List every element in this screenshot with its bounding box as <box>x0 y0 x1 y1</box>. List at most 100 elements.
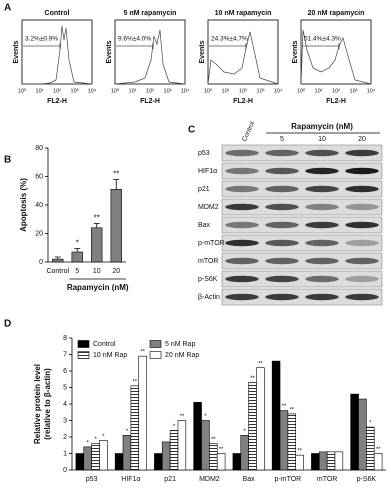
blot-band <box>265 293 299 301</box>
blot-band <box>305 293 339 301</box>
blot-band <box>265 167 299 175</box>
flow-frame <box>207 19 279 85</box>
y-tick-label: 1 <box>63 450 67 457</box>
legend-label: 20 nM Rap <box>165 352 199 359</box>
bar <box>232 453 242 471</box>
blot-band <box>345 185 379 193</box>
flow-ylabel: Events <box>13 40 20 63</box>
x-tick-label: p-mTOR <box>275 476 302 483</box>
x-tick-label: Bax <box>243 476 256 483</box>
bar <box>99 439 108 471</box>
lane-label: 10 <box>318 136 326 143</box>
flow-ylabel: Events <box>106 40 113 63</box>
flow-tick-label: 10² <box>146 88 154 94</box>
significance: ** <box>140 350 145 356</box>
flow-xlabel: FL2-H <box>47 98 67 105</box>
panel-label: B <box>4 155 11 166</box>
bar <box>161 441 171 471</box>
significance: ** <box>289 407 294 413</box>
flow-xlabel: FL2-H <box>140 98 160 105</box>
y-tick-label: 2 <box>63 434 67 441</box>
x-tick-label: MDM2 <box>199 476 220 483</box>
flow-title: 10 nM rapamycin <box>215 10 272 17</box>
significance: * <box>369 421 372 427</box>
bar <box>201 420 210 471</box>
protein-label: p53 <box>198 150 210 157</box>
significance: * <box>126 429 129 435</box>
blot-band <box>305 275 339 283</box>
bar <box>209 443 218 471</box>
flow-tick-label: 10³ <box>350 88 358 94</box>
blot-band <box>265 257 299 265</box>
blot-band <box>345 257 379 265</box>
legend-swatch <box>77 351 90 359</box>
protein-label: p21 <box>198 186 210 193</box>
bar <box>216 453 226 471</box>
blot-band <box>345 167 379 175</box>
blot-strip <box>221 270 383 288</box>
significance: * <box>244 429 247 435</box>
x-tick-label: p21 <box>164 476 176 483</box>
protein-label: p-mTOR <box>198 240 225 247</box>
blot-band <box>265 221 299 229</box>
bar <box>248 382 257 471</box>
significance: ** <box>113 169 119 178</box>
bar <box>154 453 163 471</box>
blot-band <box>225 239 259 247</box>
flow-tick-label: 10⁰ <box>111 87 120 94</box>
bar <box>83 446 92 471</box>
bar <box>75 453 85 471</box>
blot-band <box>265 275 299 283</box>
bar <box>122 435 132 471</box>
blot-band <box>305 203 339 211</box>
protein-label: Bax <box>198 222 211 229</box>
legend-label: Control <box>93 341 116 348</box>
legend-label: 10 nM Rap <box>93 352 127 359</box>
blot-band <box>305 221 339 229</box>
y-axis-title: (relative to β-actin) <box>43 368 52 440</box>
blot-strip <box>221 234 383 252</box>
flow-frame <box>114 19 186 85</box>
blot-strip <box>221 288 383 306</box>
bar <box>240 435 249 471</box>
bar <box>373 453 383 471</box>
flow-tick-label: 10² <box>332 88 340 94</box>
y-tick-label: 0 <box>39 259 43 266</box>
x-tick-label: HIF1α <box>121 476 140 483</box>
blot-strip <box>221 252 383 270</box>
x-tick-label: 10 <box>93 268 101 275</box>
significance: * <box>204 414 207 420</box>
lane-label: 5 <box>280 136 284 143</box>
protein-label: mTOR <box>198 258 218 265</box>
significance: ** <box>94 214 100 223</box>
bar <box>326 451 336 471</box>
blot-band <box>265 149 299 157</box>
blot-band <box>225 275 259 283</box>
y-tick-label: 4 <box>63 401 67 408</box>
legend-label: 5 nM Rap <box>165 341 195 348</box>
x-tick-label: mTOR <box>317 476 337 483</box>
legend-swatch <box>77 340 90 348</box>
y-tick-label: 80 <box>35 145 43 152</box>
bar <box>177 420 187 471</box>
bar <box>110 189 122 263</box>
y-tick-label: 60 <box>35 173 43 180</box>
y-tick-label: 6 <box>63 368 67 375</box>
error-bar <box>74 248 81 253</box>
significance: ** <box>211 437 216 443</box>
bar <box>271 360 281 471</box>
flow-title: 20 nM rapamycin <box>308 10 365 17</box>
x-axis-title: Rapamycin (nM) <box>67 283 129 292</box>
y-axis-title: Relative protein level <box>33 364 42 444</box>
blot-band <box>265 239 299 247</box>
blot-band <box>265 203 299 211</box>
flow-tick-label: 10⁴ <box>181 87 190 94</box>
legend-swatch <box>149 340 162 348</box>
bar <box>287 413 297 471</box>
bar <box>130 385 140 471</box>
bar <box>295 454 304 471</box>
bar <box>91 227 103 263</box>
blot-strip <box>221 144 383 162</box>
significance: * <box>173 424 176 430</box>
blot-band <box>225 257 259 265</box>
